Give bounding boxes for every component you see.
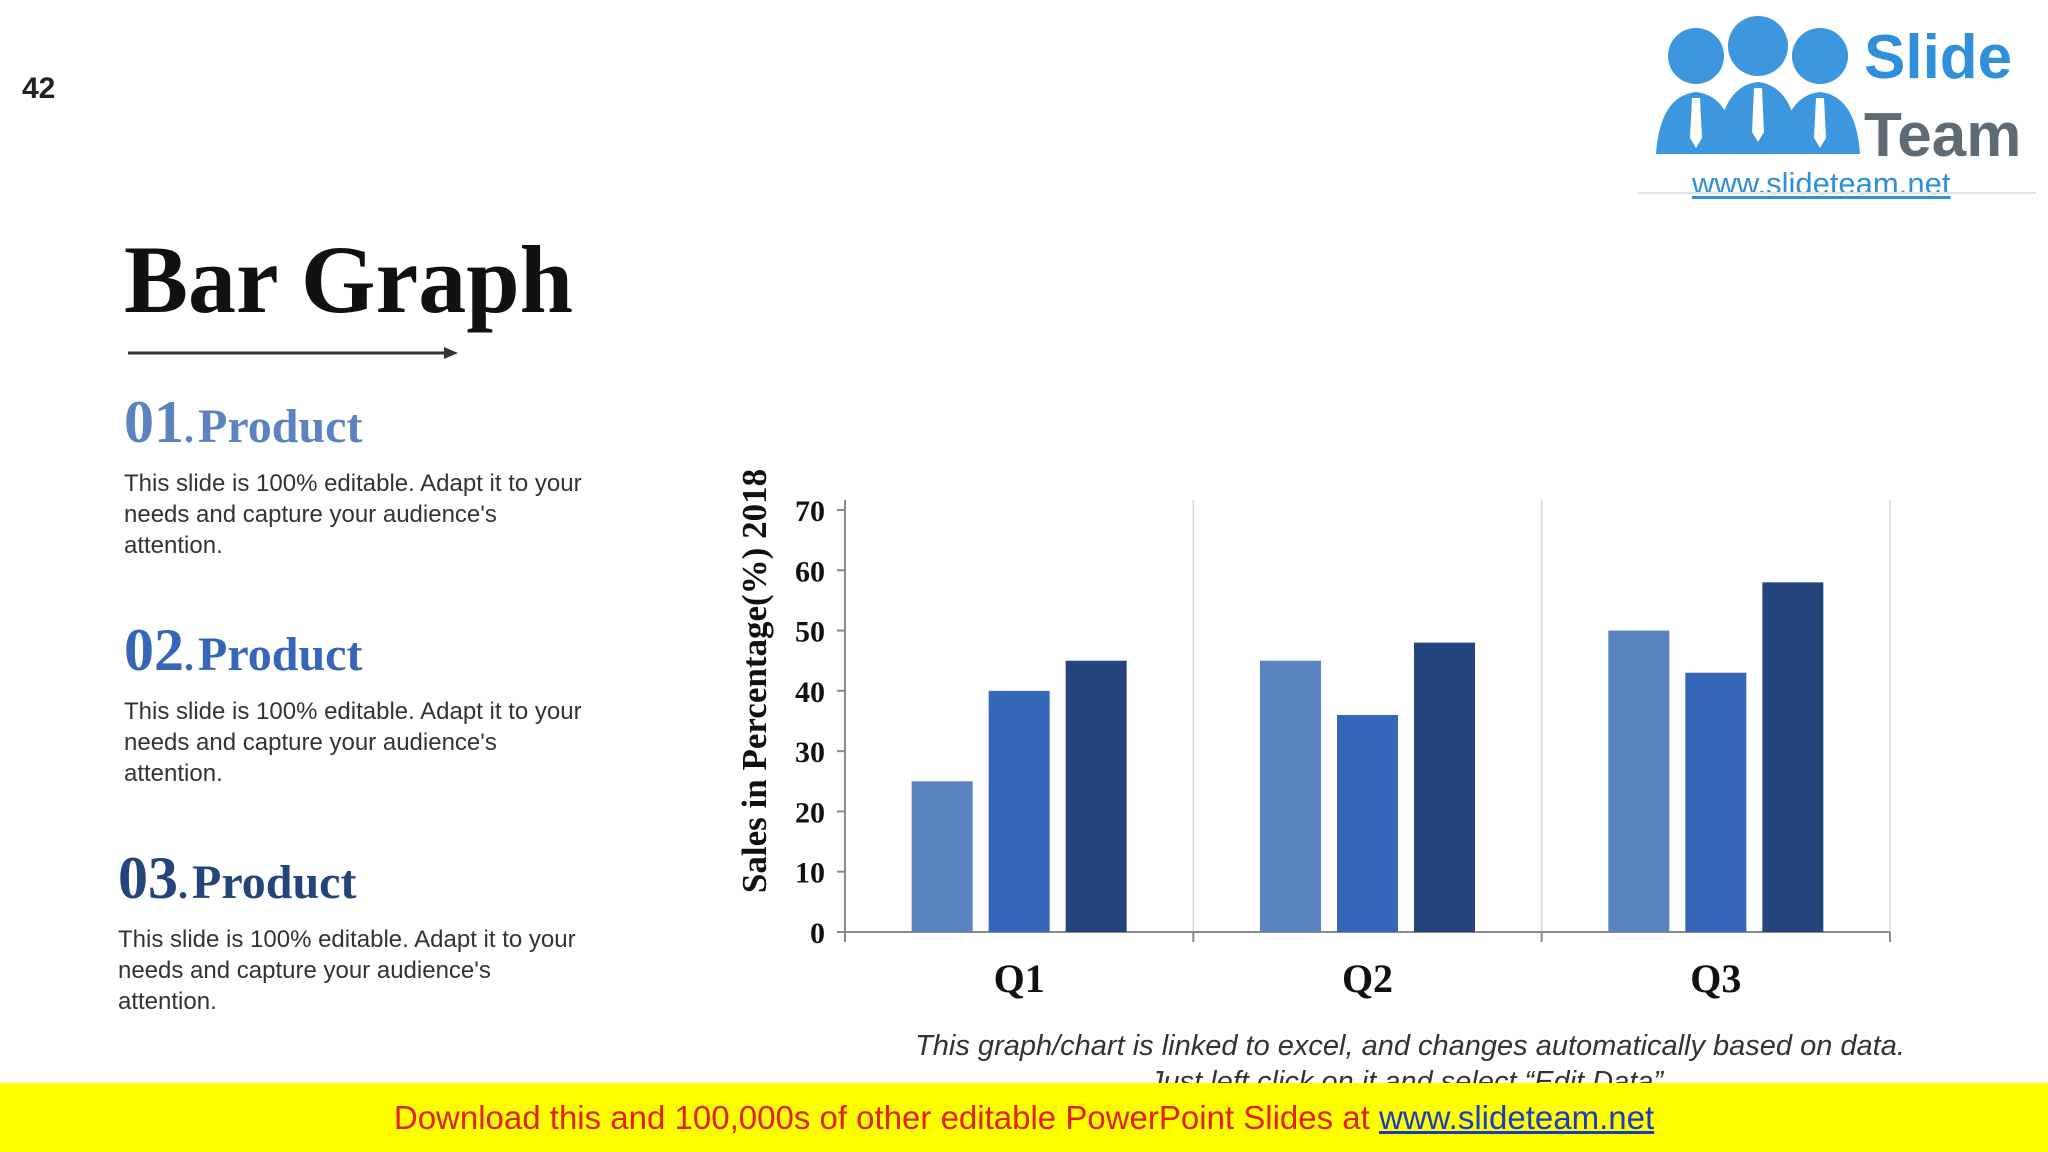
product-description: This slide is 100% editable. Adapt it to… (118, 926, 576, 1015)
y-axis-title: Sales in Percentage(%) 2018 (735, 469, 774, 893)
x-category-label: Q2 (1342, 956, 1393, 1001)
product-description: This slide is 100% editable. Adapt it to… (124, 698, 582, 787)
banner-text: Download this and 100,000s of other edit… (393, 1099, 1379, 1136)
banner-link[interactable]: www.slideteam.net (1379, 1099, 1655, 1136)
product-number: 02 (124, 617, 184, 683)
product-name: Product (192, 856, 357, 909)
logo-url-link[interactable]: www.slideteam.net (1692, 166, 1951, 201)
people-logo-icon (1656, 16, 1860, 154)
bar (1260, 660, 1321, 932)
y-tick-label: 0 (810, 917, 825, 950)
page-title: Bar Graph (124, 226, 573, 333)
product-item-1: 01. Product This slide is 100% editable.… (124, 392, 624, 561)
bar (1685, 672, 1747, 932)
product-item-3: 03. Product This slide is 100% editable.… (118, 848, 618, 1017)
product-heading: 03. Product (118, 845, 357, 911)
slide-number: 42 (22, 72, 56, 105)
download-banner[interactable]: Download this and 100,000s of other edit… (0, 1083, 2048, 1152)
y-tick-label: 70 (795, 495, 825, 528)
y-tick-label: 50 (795, 616, 825, 649)
product-number: 03 (118, 845, 178, 911)
product-number: 01 (124, 389, 184, 455)
logo-word-slide: Slide (1864, 23, 2013, 92)
y-tick-label: 60 (795, 555, 825, 588)
title-arrow-icon (128, 347, 458, 359)
product-name: Product (198, 400, 363, 453)
product-heading: 02. Product (124, 617, 363, 683)
product-heading: 01. Product (124, 389, 363, 455)
bar (988, 690, 1050, 932)
product-name: Product (198, 628, 363, 681)
y-tick-label: 20 (795, 796, 825, 829)
bar (1608, 630, 1670, 932)
logo-divider (1638, 192, 2036, 194)
bar (911, 781, 973, 932)
y-tick-label: 10 (795, 857, 825, 890)
slideteam-logo[interactable]: Slide Team www.slideteam.net (1638, 8, 2036, 201)
product-item-2: 02. Product This slide is 100% editable.… (124, 620, 624, 789)
y-tick-label: 40 (795, 676, 825, 709)
logo-word-team: Team (1864, 101, 2022, 170)
bar (1762, 582, 1824, 932)
bar (1337, 714, 1398, 932)
bar (1065, 660, 1127, 932)
x-category-label: Q3 (1690, 956, 1741, 1001)
bar-chart[interactable]: 0 10 20 30 40 50 60 70 Q1 Q2 Q3 Sales in Percentage… (700, 240, 1920, 1020)
y-tick-label: 30 (795, 736, 825, 769)
bar (1414, 642, 1475, 932)
x-category-label: Q1 (994, 956, 1045, 1001)
product-description: This slide is 100% editable. Adapt it to… (124, 470, 582, 559)
